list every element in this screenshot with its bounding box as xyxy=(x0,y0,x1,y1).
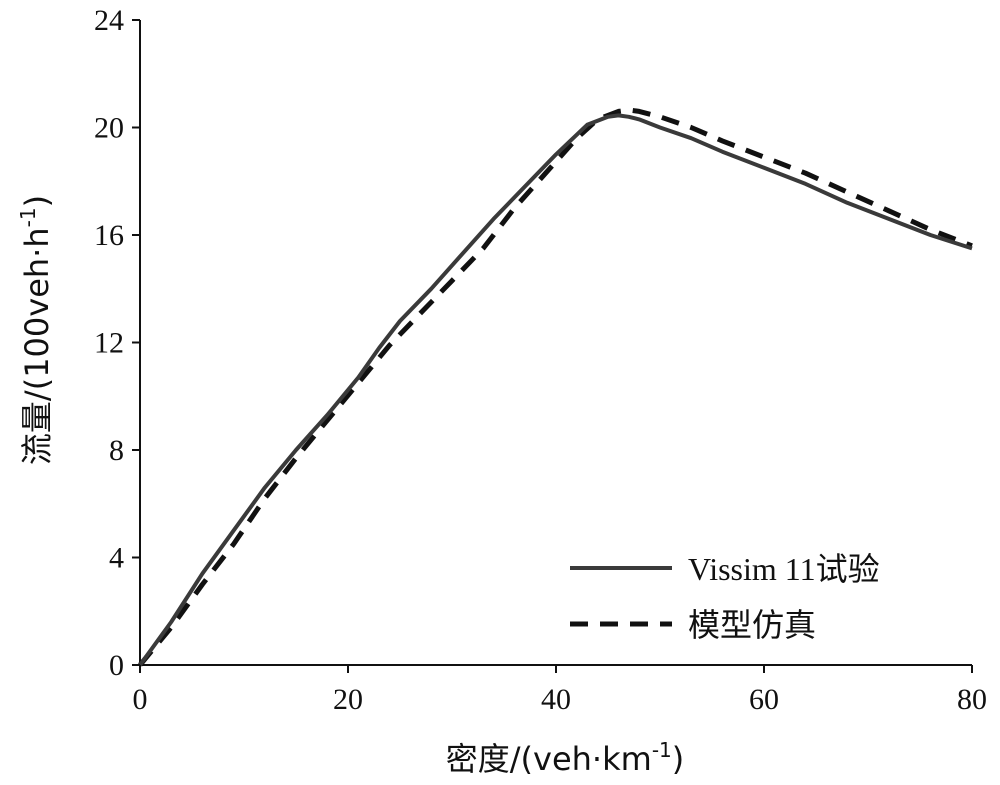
y-tick-label: 8 xyxy=(109,434,124,467)
legend-label-vissim: Vissim 11试验 xyxy=(688,551,880,587)
x-tick-label: 0 xyxy=(133,683,148,716)
y-tick-label: 4 xyxy=(109,542,124,575)
y-tick-label: 16 xyxy=(94,219,124,252)
y-tick-label: 20 xyxy=(94,112,124,145)
legend: Vissim 11试验 模型仿真 xyxy=(570,551,880,643)
x-tick-label: 60 xyxy=(749,683,779,716)
x-axis-ticks: 0 20 40 60 80 xyxy=(133,665,987,716)
y-tick-label: 0 xyxy=(109,649,124,682)
y-axis-ticks: 0 4 8 12 16 20 24 xyxy=(94,4,140,682)
x-tick-label: 20 xyxy=(333,683,363,716)
series-line-vissim-test xyxy=(138,113,973,667)
x-tick-label: 80 xyxy=(957,683,987,716)
y-tick-label: 24 xyxy=(94,4,124,37)
series-line-model-simulation xyxy=(138,107,973,667)
x-tick-label: 40 xyxy=(541,683,571,716)
y-tick-label: 12 xyxy=(94,327,124,360)
y-axis-title: 流量/(100veh·h-1) xyxy=(16,195,56,465)
x-axis-title: 密度/(veh·km-1) xyxy=(446,738,685,778)
legend-label-model: 模型仿真 xyxy=(688,607,816,643)
